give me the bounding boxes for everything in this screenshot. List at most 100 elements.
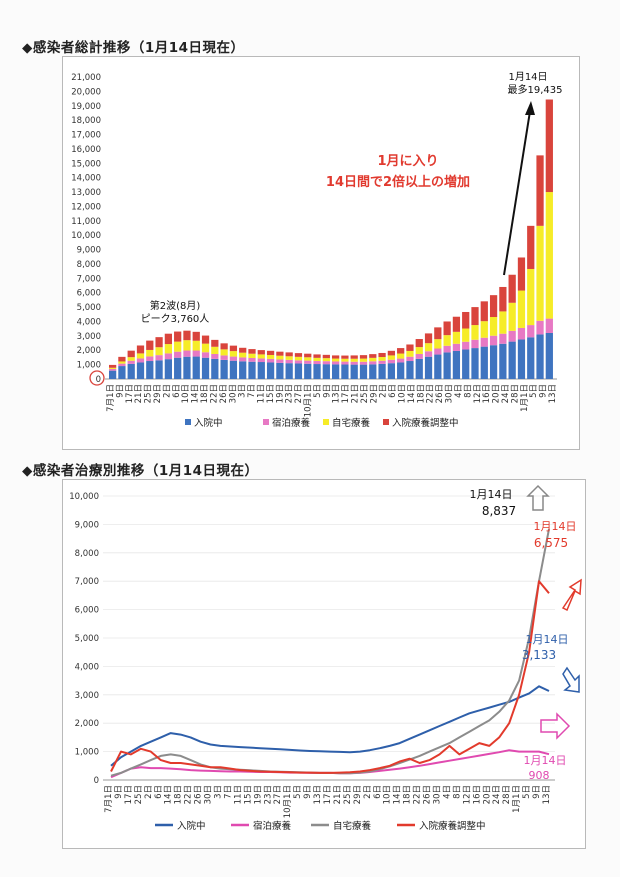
bar---40 <box>480 337 488 347</box>
bar---34 <box>424 351 433 357</box>
bar---20 <box>294 353 303 357</box>
x-tick-label: 9日 <box>115 384 125 398</box>
line---2 <box>110 528 550 777</box>
bar---0 <box>109 370 117 379</box>
bar---26 <box>350 355 358 359</box>
bar---13 <box>229 360 238 379</box>
line---3 <box>110 580 550 774</box>
x-tick-label: 4日 <box>454 384 464 398</box>
bar---11 <box>211 346 219 354</box>
bar---41 <box>489 295 498 318</box>
y-tick-label: 20,000 <box>71 87 101 97</box>
bar---21 <box>304 357 312 361</box>
x-tick-label: 30日 <box>445 384 455 403</box>
chart1-panel: 0 1,000 2,000 3,000 4,000 5,000 6,000 7,000 8,00… <box>62 56 580 450</box>
annot-total-line1: 1月14日 <box>470 488 513 501</box>
y-tick-label: 4,000 <box>75 662 99 672</box>
bar---35 <box>434 354 442 379</box>
x-tick-label: 11日 <box>256 384 266 403</box>
bar---28 <box>369 364 377 379</box>
x-tick-label: 2日 <box>363 785 373 799</box>
x-tick-label: 5日 <box>522 785 532 799</box>
x-tick-label: 24日 <box>492 785 502 804</box>
bar---37 <box>452 316 461 332</box>
legend-label: 入院療養調整中 <box>419 820 486 832</box>
bar---31 <box>397 348 405 354</box>
bar---29 <box>378 360 386 364</box>
bar---45 <box>527 268 535 326</box>
x-tick-label: 30日 <box>228 384 238 403</box>
bar---16 <box>257 358 265 363</box>
bar---46 <box>536 320 544 335</box>
trend-arrow-line <box>503 104 532 276</box>
annot-hotel-line2: 908 <box>529 769 550 782</box>
bar---15 <box>248 353 256 359</box>
x-tick-label: 9日 <box>114 785 124 799</box>
note-line2: 14日間で2倍以上の増加 <box>326 174 470 190</box>
bar---27 <box>359 364 368 379</box>
bar---33 <box>415 339 423 348</box>
x-tick-label: 17日 <box>125 384 135 403</box>
x-tick-label: 2日 <box>162 384 172 398</box>
bar---8 <box>183 356 191 379</box>
bar---0 <box>109 368 117 371</box>
line-chart: 0 1,000 2,000 3,000 4,000 5,000 6,000 7,000 8,00… <box>69 484 582 832</box>
bar---39 <box>471 325 479 340</box>
x-tick-label: 13日 <box>332 384 342 403</box>
bar---37 <box>452 343 461 351</box>
bar---29 <box>378 356 386 361</box>
bar---28 <box>369 361 377 365</box>
bar---47 <box>545 318 553 333</box>
bar---45 <box>527 337 535 379</box>
legend-label: 自宅療養 <box>333 820 372 832</box>
bar---4 <box>146 349 154 357</box>
bar---17 <box>266 358 275 363</box>
bar---15 <box>248 358 256 362</box>
bar---18 <box>276 351 284 356</box>
bar---42 <box>499 286 507 312</box>
legend-label: 自宅療養 <box>332 417 371 429</box>
x-tick-label: 6日 <box>388 384 398 398</box>
x-tick-label: 22日 <box>184 785 194 804</box>
bar---34 <box>424 343 433 352</box>
bar---10 <box>201 343 210 353</box>
bar---2 <box>127 360 135 364</box>
bar---12 <box>220 355 228 360</box>
x-tick-label: 1月1日 <box>520 384 530 412</box>
y-tick-label: 6,000 <box>77 289 101 299</box>
bar---4 <box>146 340 154 350</box>
bar---43 <box>508 302 516 331</box>
y-tick-label: 15,000 <box>71 159 101 169</box>
x-tick-label: 29日 <box>353 785 363 804</box>
bar---9 <box>192 331 200 341</box>
bar---22 <box>313 357 321 362</box>
x-tick-label: 25日 <box>144 384 154 403</box>
x-tick-label: 7日 <box>223 785 233 799</box>
x-tick-label: 7日 <box>247 384 257 398</box>
bar---37 <box>452 331 461 344</box>
x-tick-label: 12日 <box>462 785 472 804</box>
line---0 <box>110 685 550 767</box>
x-tick-label: 19日 <box>275 384 285 403</box>
bar---21 <box>304 360 312 364</box>
y-tick-label: 18,000 <box>71 116 101 126</box>
bar---1 <box>118 361 126 364</box>
x-tick-label: 18日 <box>416 384 426 403</box>
bar---12 <box>220 343 228 350</box>
origin-circle-marker <box>89 370 105 386</box>
x-tick-label: 17日 <box>124 785 134 804</box>
bar---2 <box>127 357 135 361</box>
bar---25 <box>341 358 349 362</box>
bar---12 <box>220 349 228 356</box>
x-tick-label: 10日 <box>383 785 393 804</box>
bar---27 <box>359 355 368 359</box>
bar---2 <box>127 350 135 358</box>
y-tick-label: 0 <box>94 776 99 786</box>
y-tick-label: 2,000 <box>77 346 101 356</box>
bar---43 <box>508 274 516 303</box>
x-tick-label: 18日 <box>200 384 210 403</box>
bar---46 <box>536 334 544 379</box>
bar---18 <box>276 362 284 379</box>
bar---19 <box>285 363 293 379</box>
x-tick-label: 27日 <box>294 384 304 403</box>
